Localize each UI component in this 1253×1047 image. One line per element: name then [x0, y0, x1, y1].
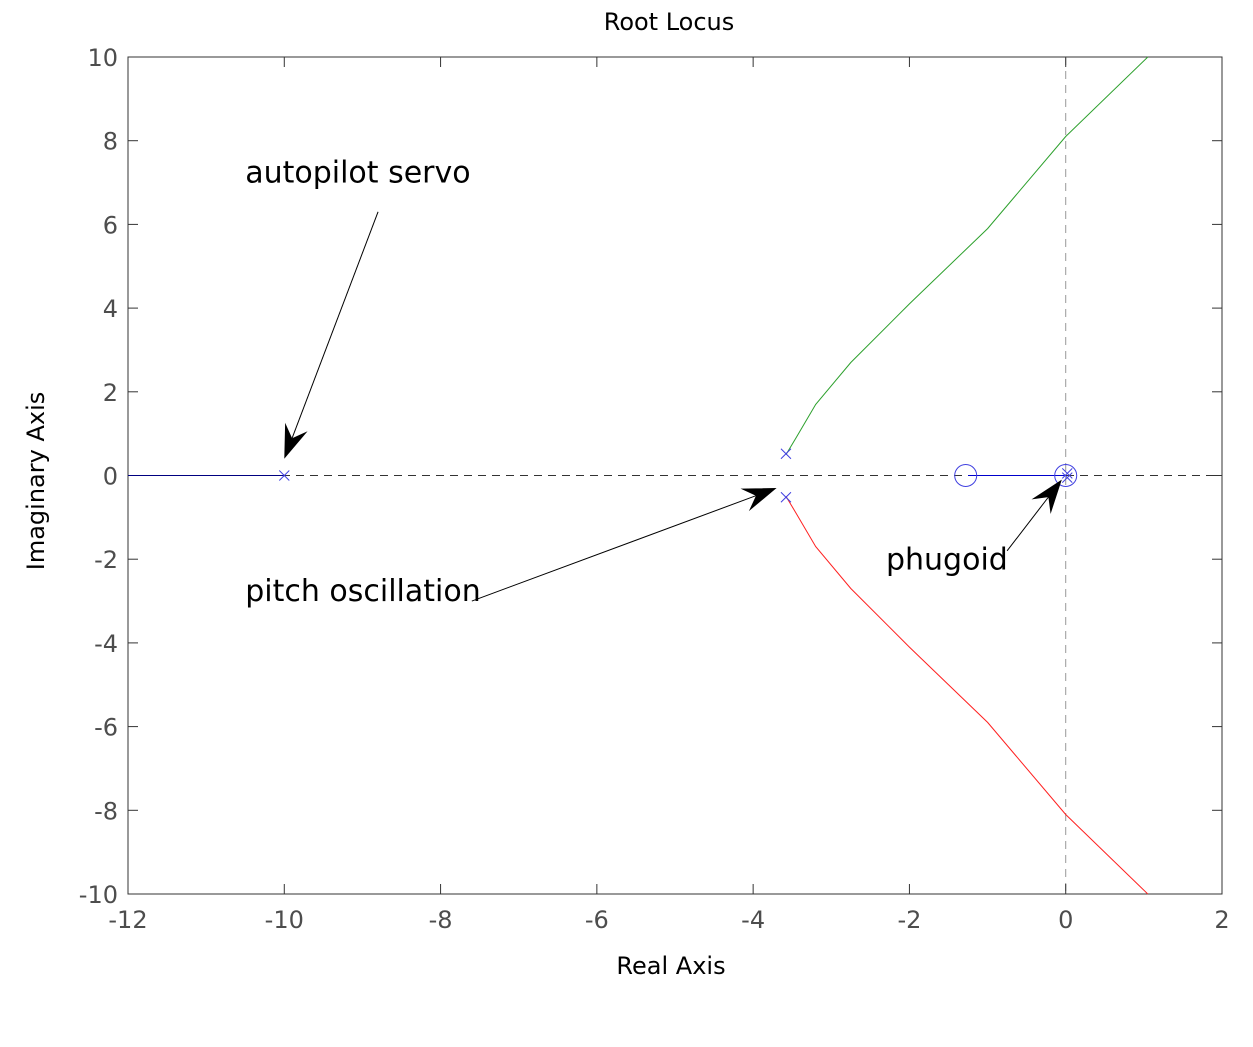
y-tick-label: 0	[103, 463, 118, 491]
pole-marker	[1061, 472, 1073, 483]
chart-title: Root Locus	[604, 8, 735, 36]
y-tick-label: -10	[79, 881, 118, 909]
pole-marker	[780, 448, 792, 460]
y-tick-label: 2	[103, 379, 118, 407]
annotation-arrow-shaft	[291, 211, 379, 439]
locus-branch-3	[785, 496, 1149, 895]
annotation-arrow-shaft	[1006, 496, 1049, 552]
y-tick-label: -8	[94, 797, 118, 825]
pole-marker-stroke	[1061, 468, 1073, 479]
x-tick-label: -8	[429, 906, 453, 934]
x-tick-label: 2	[1214, 906, 1229, 934]
zero-marker	[954, 464, 978, 487]
locus-branch-2	[785, 56, 1149, 455]
pole-marker-stroke	[1061, 472, 1073, 483]
plot-area: -12 -10 -8 -6 -4 -2 0 2-10-8-6-4-20246810autopi…	[79, 44, 1230, 934]
annotation-label: phugoid	[886, 543, 1008, 578]
pole-marker	[278, 470, 290, 481]
annotation-arrow-head	[740, 488, 777, 512]
annotation-arrow-head	[284, 422, 308, 459]
y-tick-label: -6	[94, 714, 118, 742]
pole-marker-stroke	[780, 491, 792, 503]
y-tick-label: 4	[103, 295, 118, 323]
y-axis-label: Imaginary Axis	[22, 392, 50, 570]
x-tick-label: -2	[897, 906, 921, 934]
annotation-label: autopilot servo	[245, 156, 470, 191]
pole-marker	[780, 491, 792, 503]
x-axis-label: Real Axis	[616, 952, 725, 980]
x-tick-label: 0	[1058, 906, 1073, 934]
annotation-arrow-head	[1031, 479, 1062, 514]
y-tick-label: -2	[94, 546, 118, 574]
x-tick-label: -6	[585, 906, 609, 934]
y-tick-label: 10	[87, 44, 118, 72]
annotation-label: pitch oscillation	[245, 574, 481, 609]
pole-marker	[1061, 468, 1073, 479]
pole-marker-stroke	[278, 470, 290, 481]
pole-marker-stroke	[780, 448, 792, 460]
x-tick-label: -4	[741, 906, 765, 934]
annotation-arrow-shaft	[471, 495, 757, 602]
x-tick-label: -10	[265, 906, 304, 934]
y-tick-label: 8	[103, 128, 118, 156]
y-tick-label: -4	[94, 630, 118, 658]
zero-marker	[1054, 464, 1078, 487]
y-tick-label: 6	[103, 211, 118, 239]
x-tick-label: -12	[108, 906, 147, 934]
